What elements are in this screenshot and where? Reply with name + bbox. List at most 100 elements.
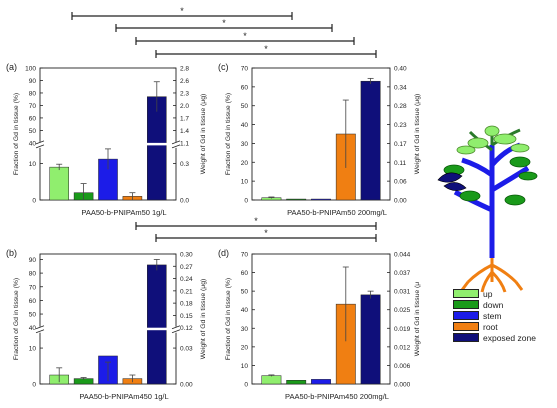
y2-axis-label: Weight of Gd in tissue (μg) bbox=[414, 94, 421, 174]
chart-panel-a: 0 10 40 50 60 70 80 90 100 0.0 0.3 1.1 1.4 1.7 2.0 2.3 2… bbox=[6, 62, 207, 217]
legend-swatch-exposed-zone bbox=[453, 333, 479, 342]
bar-break-gap bbox=[146, 327, 168, 331]
tick-label-right: 0.30 bbox=[180, 252, 193, 259]
legend-label-up: up bbox=[483, 288, 493, 299]
plant-illustration bbox=[437, 125, 538, 293]
axis-break-gap bbox=[36, 141, 44, 148]
tick-label-left: 80 bbox=[29, 271, 37, 278]
tick-label-left: 10 bbox=[29, 161, 37, 168]
bar-exposed-zone bbox=[360, 294, 381, 385]
tick-label-right: 0.34 bbox=[394, 84, 407, 91]
chart-panels: 0104050607080901000.00.31.11.41.72.02.32… bbox=[6, 62, 421, 401]
tick-label-right: 0.031 bbox=[394, 289, 411, 296]
tick-label-right: 0.23 bbox=[394, 122, 407, 129]
tick-label-right: 0.24 bbox=[180, 276, 193, 283]
legend-label-exposed-zone: exposed zone bbox=[483, 332, 536, 343]
tick-label-right: 1.7 bbox=[180, 115, 189, 122]
tick-label-right: 0.03 bbox=[180, 346, 193, 353]
legend-swatch-stem bbox=[453, 311, 479, 320]
axis-break-mark bbox=[35, 140, 45, 145]
panel-label: (d) bbox=[218, 248, 229, 258]
axis-break-gap bbox=[36, 326, 44, 333]
chart-panel-d: 0 10 20 30 40 50 60 70 0.000 0.006 0.012 0.019 0.025… bbox=[218, 248, 421, 401]
panel-label: (a) bbox=[6, 62, 17, 72]
legend-swatch-down bbox=[453, 300, 479, 309]
tick-label-right: 2.0 bbox=[180, 103, 189, 110]
axis-break-mark bbox=[171, 329, 181, 334]
tick-label-left: 50 bbox=[241, 289, 249, 296]
legend-label-stem: stem bbox=[483, 310, 502, 321]
axis-break-mark bbox=[171, 140, 181, 145]
tick-label-left: 10 bbox=[241, 179, 249, 186]
tick-label-right: 1.4 bbox=[180, 128, 189, 135]
tick-label-right: 0.037 bbox=[394, 270, 411, 277]
sig-asterisk: * bbox=[264, 228, 268, 238]
panel-label: (c) bbox=[218, 62, 229, 72]
tick-label-left: 100 bbox=[25, 66, 36, 73]
sig-asterisk: * bbox=[180, 6, 184, 16]
y-axis-label: Fraction of Gd in tissue (%) bbox=[13, 93, 20, 175]
tick-label-right: 0.00 bbox=[180, 382, 193, 389]
tick-label-right: 0.11 bbox=[394, 160, 407, 167]
legend-swatch-root bbox=[453, 322, 479, 331]
y2-axis-label: Weight of Gd in tissue (μg) bbox=[200, 279, 207, 359]
bar-down bbox=[286, 198, 307, 201]
legend-label-root: root bbox=[483, 321, 498, 332]
axis-break-mark bbox=[171, 325, 181, 330]
tick-label-left: 0 bbox=[244, 382, 248, 389]
tick-label-right: 2.6 bbox=[180, 78, 189, 85]
tick-label-left: 90 bbox=[29, 257, 37, 264]
tick-label-left: 40 bbox=[29, 140, 37, 147]
tick-label-right: 0.000 bbox=[394, 382, 411, 389]
tick-label-left: 70 bbox=[241, 252, 249, 259]
legend-swatch-up bbox=[453, 289, 479, 298]
bar-exposed-zone bbox=[360, 80, 381, 201]
axis-break-mark bbox=[171, 144, 181, 149]
tick-label-left: 70 bbox=[29, 103, 37, 110]
legend-item-exposed-zone: exposed zone bbox=[453, 332, 536, 343]
tick-label-right: 0.40 bbox=[394, 66, 407, 73]
sig-asterisk: * bbox=[243, 31, 247, 41]
tick-label-left: 80 bbox=[29, 90, 37, 97]
tick-label-left: 50 bbox=[29, 128, 37, 135]
tick-label-right: 2.8 bbox=[180, 66, 189, 73]
panel-label: (b) bbox=[6, 248, 17, 258]
tick-label-left: 10 bbox=[29, 346, 37, 353]
axis-break-mark bbox=[35, 144, 45, 149]
y2-axis-label: Weight of Gd in tissue (μ bbox=[414, 282, 421, 357]
bar-down bbox=[286, 380, 307, 385]
sig-asterisk: * bbox=[254, 216, 258, 226]
tick-label-right: 0.044 bbox=[394, 252, 411, 259]
tick-label-right: 0.21 bbox=[180, 288, 193, 295]
tick-label-right: 0.3 bbox=[180, 161, 189, 168]
tick-label-right: 0.28 bbox=[394, 103, 407, 110]
tick-label-left: 0 bbox=[32, 198, 36, 205]
tick-label-left: 60 bbox=[241, 270, 249, 277]
chart-panel-b: 0 10 40 50 60 70 80 90 0.00 0.03 0.12 0.15 0.18 0.21 0… bbox=[6, 248, 207, 401]
tick-label-right: 0.06 bbox=[394, 179, 407, 186]
axis-break-mark bbox=[35, 329, 45, 334]
legend-label-down: down bbox=[483, 299, 504, 310]
tick-label-right: 0.006 bbox=[394, 363, 411, 370]
tick-label-left: 30 bbox=[241, 141, 249, 148]
axis-break-mark bbox=[35, 325, 45, 330]
tick-label-left: 0 bbox=[32, 382, 36, 389]
tick-label-right: 0.27 bbox=[180, 264, 193, 271]
x-axis-label: PAA50-b-PNIPAm450 1g/L bbox=[79, 392, 168, 401]
legend-item-up: up bbox=[453, 288, 536, 299]
axis-break-gap bbox=[172, 141, 180, 148]
tick-label-right: 0.025 bbox=[394, 307, 411, 314]
tick-label-left: 10 bbox=[241, 363, 249, 370]
legend-item-root: root bbox=[453, 321, 536, 332]
bar-exposed-zone bbox=[147, 96, 167, 201]
tick-label-right: 2.3 bbox=[180, 90, 189, 97]
bar-up bbox=[261, 375, 282, 385]
tick-label-right: 1.1 bbox=[180, 140, 189, 147]
bar-exposed-zone bbox=[147, 264, 167, 385]
y2-axis-label: Weight of Gd in tissue (μg) bbox=[200, 94, 207, 174]
tick-label-left: 70 bbox=[29, 284, 37, 291]
y-axis-label: Fraction of Gd in tissue (%) bbox=[225, 278, 232, 360]
significance-brackets: * * * * * * bbox=[71, 6, 377, 242]
tick-label-left: 90 bbox=[29, 78, 37, 85]
tick-label-right: 0.18 bbox=[180, 301, 193, 308]
